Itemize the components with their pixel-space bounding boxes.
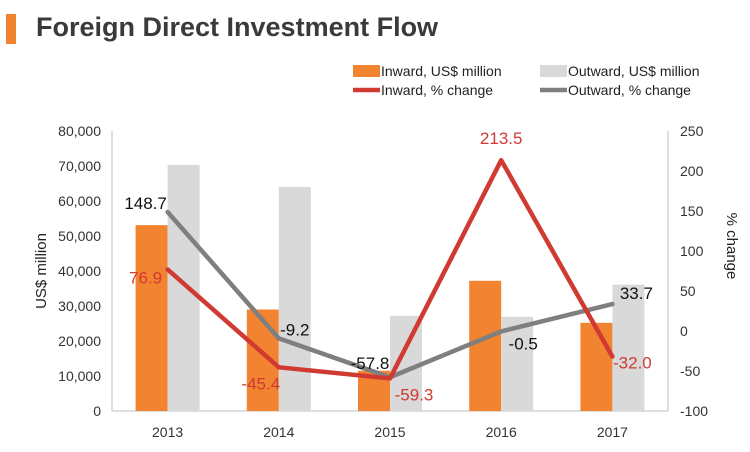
outward-change-label: -0.5: [509, 334, 538, 353]
inward-change-label: -59.3: [395, 385, 434, 404]
lines: [165, 157, 615, 381]
legend-inward-bar-label: Inward, US$ million: [381, 63, 502, 79]
title-accent-bar: [6, 14, 16, 44]
outward-change-label: -57.8: [351, 354, 390, 373]
y-tick-label: 60,000: [58, 193, 101, 209]
inward-bar: [135, 225, 168, 411]
legend-outward-bar-label: Outward, US$ million: [568, 63, 700, 79]
inward-bar: [469, 280, 502, 411]
page-title: Foreign Direct Investment Flow: [36, 12, 439, 42]
y2-tick-label: 100: [680, 243, 704, 259]
x-tick-label: 2014: [263, 424, 294, 440]
y2-tick-label: -100: [680, 403, 708, 419]
x-tick-label: 2017: [597, 424, 628, 440]
outward-change-label: 33.7: [620, 284, 653, 303]
y2-tick-label: 250: [680, 123, 704, 139]
outward-change-label: -9.2: [280, 320, 309, 339]
y2-tick-label: 50: [680, 283, 696, 299]
y-tick-label: 10,000: [58, 368, 101, 384]
legend: Inward, US$ million Outward, US$ million I…: [353, 63, 700, 98]
x-tick-label: 2016: [486, 424, 517, 440]
inward-change-label: 76.9: [129, 268, 162, 287]
y-tick-label: 70,000: [58, 158, 101, 174]
axes: 0 10,000 20,000 30,000 40,000 50,000 60,000 70,…: [33, 123, 740, 440]
legend-inward-bar-swatch: [353, 65, 380, 77]
y-tick-label: 50,000: [58, 228, 101, 244]
inward-bar: [580, 322, 613, 411]
y-tick-label: 80,000: [58, 123, 101, 139]
legend-inward-line-label: Inward, % change: [381, 82, 493, 98]
inward-change-label: -32.0: [613, 354, 652, 373]
legend-outward-bar-swatch: [540, 65, 567, 77]
y2-tick-label: -50: [680, 363, 700, 379]
y-tick-label: 0: [93, 403, 101, 419]
x-tick-label: 2013: [152, 424, 183, 440]
outward-bar: [278, 187, 311, 411]
data-labels: 76.9 -45.4 -59.3 213.5 -32.0 148.7 -9.2 -57.8 -0…: [124, 129, 653, 404]
inward-change-label: -45.4: [241, 374, 280, 393]
inward-change-label: 213.5: [480, 129, 523, 148]
y2-tick-label: 0: [680, 323, 688, 339]
y-tick-label: 40,000: [58, 263, 101, 279]
y2-axis-title: % change: [723, 213, 740, 280]
outward-bar: [501, 316, 534, 411]
legend-outward-line-label: Outward, % change: [568, 82, 691, 98]
y-tick-label: 30,000: [58, 298, 101, 314]
bars: [135, 164, 645, 411]
y2-tick-label: 150: [680, 203, 704, 219]
y-axis-title: US$ million: [33, 233, 50, 309]
outward-bar: [612, 284, 645, 411]
y2-tick-label: 200: [680, 163, 704, 179]
outward-bar: [167, 164, 200, 411]
y-tick-label: 20,000: [58, 333, 101, 349]
x-tick-label: 2015: [374, 424, 405, 440]
inward-change-line: [165, 157, 615, 381]
outward-change-label: 148.7: [124, 194, 167, 213]
